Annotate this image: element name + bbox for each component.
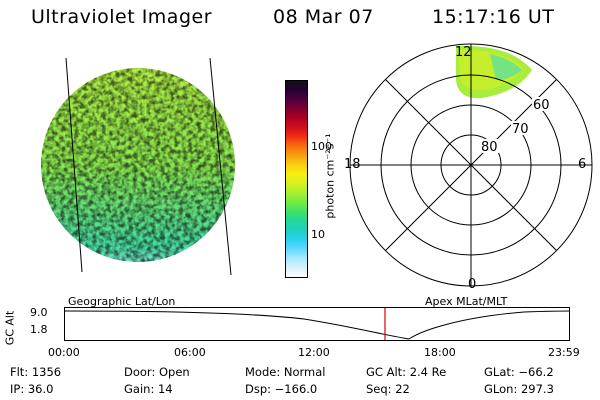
geographic-label: Geographic Lat/Lon xyxy=(68,295,176,308)
lat-label-70: 70 xyxy=(512,122,529,137)
time-tick-1200: 12:00 xyxy=(298,346,330,359)
meridian-line-left xyxy=(65,57,83,273)
time-tick-2359: 23:59 xyxy=(548,346,580,359)
info-gain: Gain: 14 xyxy=(124,382,173,396)
apex-label: Apex MLat/MLT xyxy=(425,295,508,308)
time-tick-0000: 00:00 xyxy=(48,346,80,359)
date-label: 08 Mar 07 xyxy=(273,6,374,28)
polar-plot: 60 70 80 12 18 6 0 xyxy=(344,43,593,292)
instrument-title: Ultraviolet Imager xyxy=(31,6,213,28)
altitude-plot xyxy=(64,307,570,341)
altitude-curve xyxy=(64,310,570,340)
color-bar xyxy=(285,80,308,278)
info-door: Door: Open xyxy=(124,365,190,379)
colorbar-tick-100: 100 xyxy=(311,140,332,153)
info-dsp: Dsp: −166.0 xyxy=(245,382,318,396)
mlt-label-6: 6 xyxy=(578,157,586,172)
info-mode: Mode: Normal xyxy=(245,365,326,379)
info-glon: GLon: 297.3 xyxy=(484,382,554,396)
colorbar-tick-10: 10 xyxy=(311,228,325,241)
meridian-line-right xyxy=(209,57,232,276)
mlt-label-12: 12 xyxy=(455,45,472,60)
alt-tick-9: 9.0 xyxy=(30,306,48,319)
lat-label-60: 60 xyxy=(533,98,550,113)
mlt-label-18: 18 xyxy=(344,157,361,172)
lat-label-80: 80 xyxy=(481,140,498,155)
info-glat: GLat: −66.2 xyxy=(484,365,554,379)
info-seq: Seq: 22 xyxy=(366,382,410,396)
info-gc-alt: GC Alt: 2.4 Re xyxy=(366,365,447,379)
colorbar-unit-label: photon cm⁻²s⁻¹ xyxy=(323,133,337,219)
mlt-label-0: 0 xyxy=(468,277,476,292)
time-tick-0600: 06:00 xyxy=(174,346,206,359)
geographic-image xyxy=(41,57,235,276)
info-ip: IP: 36.0 xyxy=(10,382,54,396)
time-tick-1800: 18:00 xyxy=(424,346,456,359)
time-label: 15:17:16 UT xyxy=(432,6,555,28)
alt-tick-1-8: 1.8 xyxy=(30,323,48,336)
alt-axis-label: GC Alt xyxy=(3,310,17,346)
info-flt: Flt: 1356 xyxy=(10,365,62,379)
